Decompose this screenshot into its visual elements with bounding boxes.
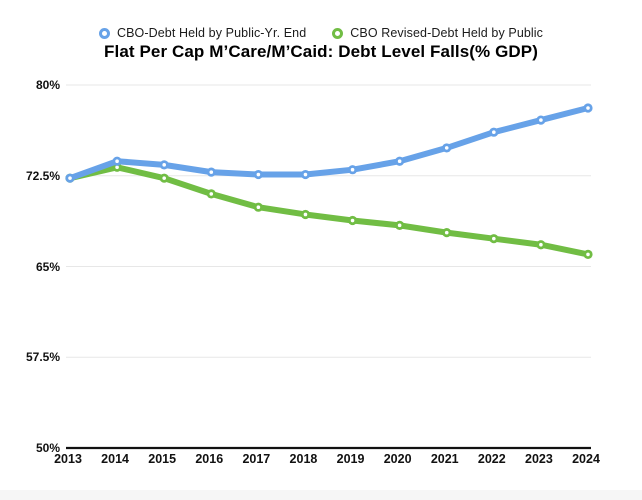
data-point-marker-hole <box>492 236 496 241</box>
data-point-marker-hole <box>162 176 166 180</box>
data-point-marker-hole <box>586 252 590 257</box>
data-point-marker-hole <box>303 172 308 177</box>
data-point-marker-hole <box>539 118 543 122</box>
gridlines <box>66 84 591 450</box>
data-point-marker-hole <box>350 218 355 223</box>
chart-title: Flat Per Cap M’Care/M’Caid: Debt Level F… <box>104 42 538 61</box>
series-line-cbo-baseline <box>65 103 593 183</box>
x-tick-label: 2015 <box>148 452 177 466</box>
series-line-cbo-revised <box>65 162 593 259</box>
x-tick-label: 2018 <box>289 452 318 466</box>
y-tick-label: 72.5% <box>25 168 60 183</box>
data-point-marker-hole <box>256 205 261 210</box>
data-point-marker-hole <box>539 242 543 247</box>
x-tick-label: 2023 <box>525 452 553 466</box>
legend-label-cbo-baseline: CBO-Debt Held by Public-Yr. End <box>116 26 307 40</box>
data-point-marker-hole <box>350 167 355 172</box>
data-point-marker-hole <box>115 165 119 170</box>
legend-item-cbo-revised: CBO Revised-Debt Held by Public <box>332 26 543 40</box>
x-tick-label: 2016 <box>195 452 224 466</box>
data-point-marker-hole <box>397 223 402 228</box>
x-tick-label: 2013 <box>54 452 82 466</box>
x-tick-label: 2024 <box>572 452 600 466</box>
y-tick-label: 57.5% <box>25 350 60 365</box>
footer-strip <box>0 490 642 500</box>
data-point-marker-hole <box>162 163 166 167</box>
green-ring-marker-icon <box>332 27 344 39</box>
data-point-marker-hole <box>397 159 402 164</box>
chart-legend: CBO-Debt Held by Public-Yr. End CBO Revi… <box>0 26 642 40</box>
data-point-marker-hole <box>303 212 308 217</box>
x-tick-label: 2019 <box>336 452 365 466</box>
data-point-marker-hole <box>586 106 590 110</box>
blue-ring-marker-icon <box>98 27 110 39</box>
data-point-marker-hole <box>209 170 214 174</box>
data-point-marker-hole <box>256 172 261 177</box>
line-path <box>67 164 591 258</box>
y-tick-label: 50% <box>35 441 60 455</box>
x-tick-label: 2020 <box>383 452 412 466</box>
data-point-marker-hole <box>115 159 119 164</box>
legend-item-cbo-baseline: CBO-Debt Held by Public-Yr. End <box>98 26 307 40</box>
legend-label-cbo-revised: CBO Revised-Debt Held by Public <box>350 26 544 40</box>
x-tick-label: 2022 <box>477 452 506 466</box>
data-point-marker-hole <box>209 192 214 196</box>
data-point-marker-hole <box>444 146 449 150</box>
y-tick-label: 80% <box>35 78 60 92</box>
x-tick-label: 2014 <box>101 452 129 466</box>
x-tick-label: 2017 <box>242 452 271 466</box>
y-tick-label: 65% <box>35 259 60 274</box>
line-path <box>67 104 591 182</box>
x-tick-label: 2021 <box>430 452 459 466</box>
data-point-marker-hole <box>68 176 72 180</box>
data-point-marker-hole <box>444 230 449 235</box>
data-point-marker-hole <box>492 130 496 134</box>
